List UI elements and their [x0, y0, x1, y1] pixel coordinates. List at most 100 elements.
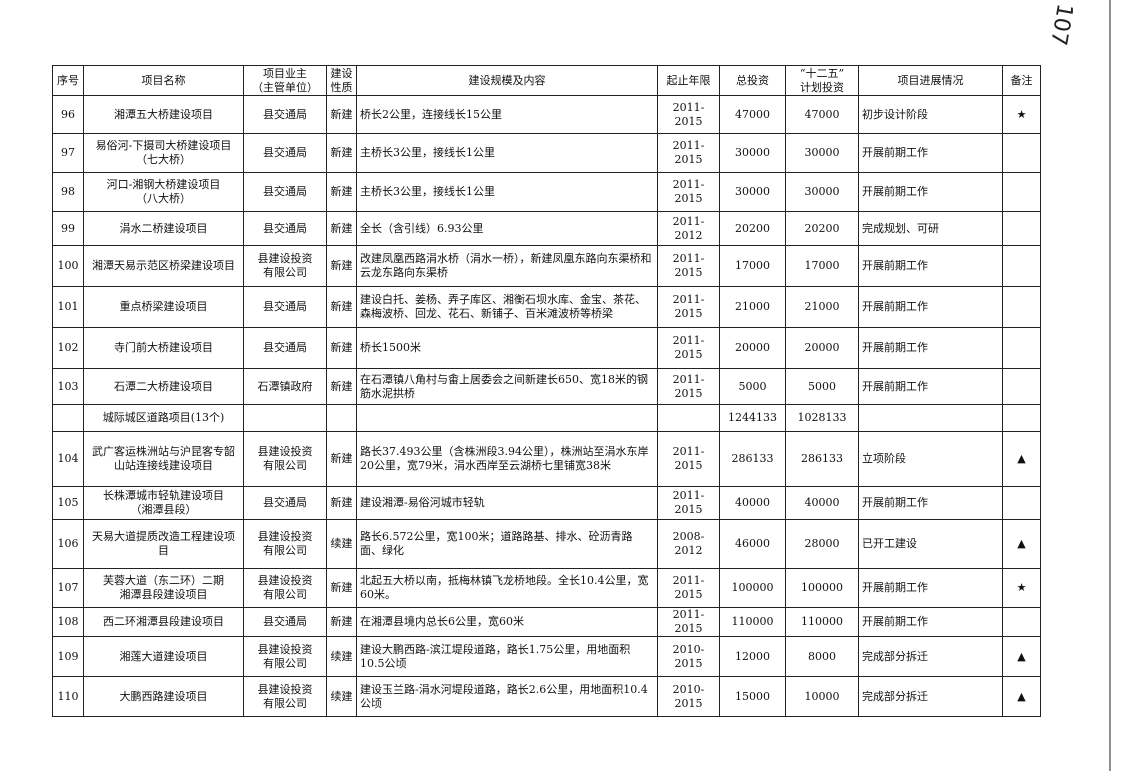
cell-note: ★: [1002, 568, 1041, 608]
header-plan: “十二五” 计划投资: [785, 65, 859, 96]
cell-type: 新建: [326, 368, 357, 405]
cell-plan: 30000: [785, 172, 859, 212]
cell-progress: 开展前期工作: [858, 245, 1003, 287]
cell-name: 石潭二大桥建设项目: [83, 368, 244, 405]
cell-total: 15000: [719, 676, 786, 717]
cell-content: 桥长2公里，连接线长15公里: [356, 95, 658, 134]
cell-content: 北起五大桥以南，抵梅林镇飞龙桥地段。全长10.4公里，宽60米。: [356, 568, 658, 608]
cell-name: 武广客运株洲站与沪昆客专韶山站连接线建设项目: [83, 431, 244, 487]
cell-plan: 47000: [785, 95, 859, 134]
cell-owner: 县交通局: [243, 327, 327, 369]
cell-owner: 县建设投资 有限公司: [243, 568, 327, 608]
cell-content: 建设湘潭-易俗河城市轻轨: [356, 486, 658, 520]
cell-owner: 县建设投资 有限公司: [243, 431, 327, 487]
cell-type: 续建: [326, 676, 357, 717]
header-type: 建设 性质: [326, 65, 357, 96]
table-row: 106 天易大道提质改造工程建设项目 县建设投资 有限公司 续建 路长6.572公里，宽…: [52, 519, 1041, 569]
cell-years: 2011-2015: [657, 486, 720, 520]
cell-no: 104: [52, 431, 84, 487]
cell-type: 新建: [326, 431, 357, 487]
cell-plan: 20000: [785, 327, 859, 369]
cell-no: [52, 404, 84, 432]
cell-content: 建设白托、姜杨、弄子库区、湘衡石坝水库、金宝、茶花、森梅波桥、回龙、花石、新铺子…: [356, 286, 658, 328]
cell-note: [1002, 245, 1041, 287]
cell-years: 2011-2015: [657, 431, 720, 487]
header-no: 序号: [52, 65, 84, 96]
cell-name: 河口-湘钢大桥建设项目 （八大桥）: [83, 172, 244, 212]
cell-note: [1002, 211, 1041, 246]
cell-owner: 石潭镇政府: [243, 368, 327, 405]
cell-name: 长株潭城市轻轨建设项目 （湘潭县段）: [83, 486, 244, 520]
cell-name: 天易大道提质改造工程建设项目: [83, 519, 244, 569]
handwritten-page-mark: 107: [1045, 1, 1077, 48]
cell-name: 城际城区道路项目(13个): [83, 404, 244, 432]
cell-name: 涓水二桥建设项目: [83, 211, 244, 246]
cell-name: 湘潭天易示范区桥梁建设项目: [83, 245, 244, 287]
cell-total: 286133: [719, 431, 786, 487]
cell-total: 30000: [719, 133, 786, 173]
cell-type: 续建: [326, 519, 357, 569]
cell-plan: 110000: [785, 607, 859, 637]
cell-years: 2010-2015: [657, 676, 720, 717]
section-subtotal-row: 城际城区道路项目(13个) 1244133 1028133: [52, 404, 1041, 432]
cell-plan: 5000: [785, 368, 859, 405]
header-name: 项目名称: [83, 65, 244, 96]
cell-content: [356, 404, 658, 432]
cell-name: 西二环湘潭县段建设项目: [83, 607, 244, 637]
cell-note: ▲: [1002, 519, 1041, 569]
cell-total: 21000: [719, 286, 786, 328]
cell-owner: [243, 404, 327, 432]
cell-plan: 1028133: [785, 404, 859, 432]
cell-note: [1002, 368, 1041, 405]
cell-note: [1002, 327, 1041, 369]
cell-type: 新建: [326, 286, 357, 328]
cell-content: 路长37.493公里（含株洲段3.94公里），株洲站至涓水东岸20公里，宽79米…: [356, 431, 658, 487]
cell-owner: 县交通局: [243, 286, 327, 328]
header-years: 起止年限: [657, 65, 720, 96]
cell-plan: 100000: [785, 568, 859, 608]
cell-owner: 县交通局: [243, 486, 327, 520]
cell-owner: 县建设投资 有限公司: [243, 519, 327, 569]
cell-years: 2011-2015: [657, 286, 720, 328]
cell-name: 湘潭五大桥建设项目: [83, 95, 244, 134]
cell-content: 路长6.572公里，宽100米；道路路基、排水、砼沥青路面、绿化: [356, 519, 658, 569]
header-owner: 项目业主 （主管单位）: [243, 65, 327, 96]
table-row: 101 重点桥梁建设项目 县交通局 新建 建设白托、姜杨、弄子库区、湘衡石坝水库、金宝、…: [52, 286, 1041, 328]
cell-content: 建设玉兰路-涓水河堤段道路，路长2.6公里，用地面积10.4公顷: [356, 676, 658, 717]
cell-note: [1002, 486, 1041, 520]
cell-type: 新建: [326, 133, 357, 173]
scan-edge-line: [1109, 0, 1111, 771]
cell-progress: [858, 404, 1003, 432]
cell-type: 新建: [326, 486, 357, 520]
cell-content: 建设大鹏西路-滨江堤段道路，路长1.75公里，用地面积10.5公顷: [356, 636, 658, 677]
cell-plan: 20200: [785, 211, 859, 246]
cell-content: 桥长1500米: [356, 327, 658, 369]
cell-plan: 8000: [785, 636, 859, 677]
cell-type: 新建: [326, 245, 357, 287]
cell-progress: 完成规划、可研: [858, 211, 1003, 246]
cell-progress: 开展前期工作: [858, 486, 1003, 520]
cell-total: 30000: [719, 172, 786, 212]
cell-owner: 县交通局: [243, 95, 327, 134]
cell-plan: 21000: [785, 286, 859, 328]
cell-total: 20000: [719, 327, 786, 369]
table-row: 96 湘潭五大桥建设项目 县交通局 新建 桥长2公里，连接线长15公里 2011-2015…: [52, 95, 1041, 134]
cell-type: 续建: [326, 636, 357, 677]
cell-years: 2010-2015: [657, 636, 720, 677]
cell-total: 20200: [719, 211, 786, 246]
cell-note: ★: [1002, 95, 1041, 134]
cell-plan: 286133: [785, 431, 859, 487]
cell-owner: 县建设投资 有限公司: [243, 245, 327, 287]
cell-years: 2011-2015: [657, 172, 720, 212]
cell-note: [1002, 286, 1041, 328]
table-row: 102 寺门前大桥建设项目 县交通局 新建 桥长1500米 2011-2015 20000 2…: [52, 327, 1041, 369]
cell-total: 5000: [719, 368, 786, 405]
cell-note: [1002, 133, 1041, 173]
cell-no: 105: [52, 486, 84, 520]
cell-name: 大鹏西路建设项目: [83, 676, 244, 717]
header-row: 序号 项目名称 项目业主 （主管单位） 建设 性质 建设规模及内容 起止年限 总投资 “十二五…: [52, 65, 1041, 96]
cell-note: ▲: [1002, 431, 1041, 487]
cell-content: 全长（含引线）6.93公里: [356, 211, 658, 246]
table-row: 105 长株潭城市轻轨建设项目 （湘潭县段） 县交通局 新建 建设湘潭-易俗河城市轻轨 2…: [52, 486, 1041, 520]
cell-content: 在湘潭县境内总长6公里，宽60米: [356, 607, 658, 637]
